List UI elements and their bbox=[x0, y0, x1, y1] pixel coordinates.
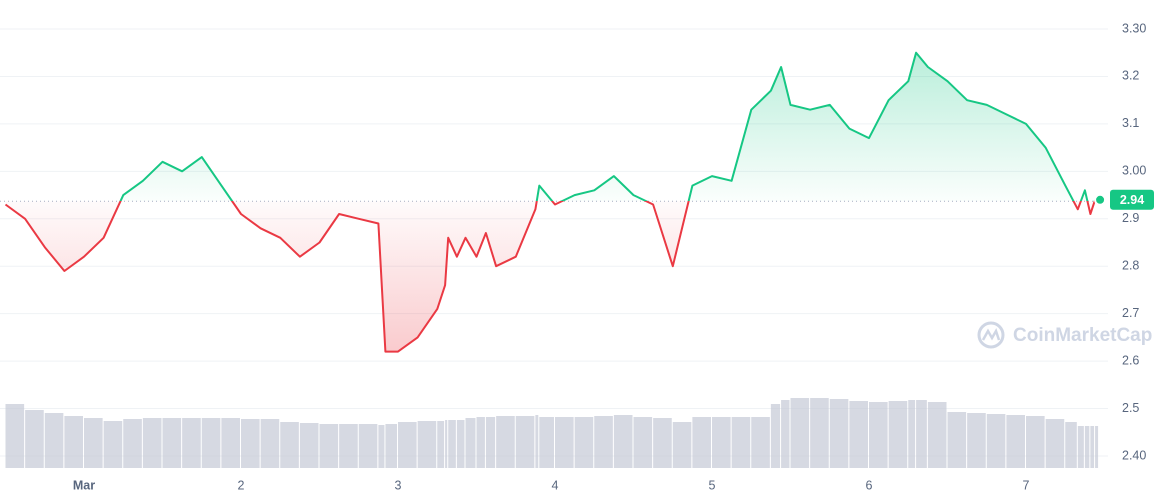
volume-bar bbox=[947, 412, 967, 468]
y-tick-label: 2.5 bbox=[1122, 401, 1139, 415]
volume-bar bbox=[123, 419, 142, 468]
volume-bar bbox=[142, 418, 162, 468]
volume-bar bbox=[927, 402, 947, 468]
volume-bar bbox=[280, 422, 299, 468]
volume-bar bbox=[378, 425, 385, 468]
x-tick-label: Mar bbox=[73, 478, 95, 492]
volume-bar bbox=[398, 422, 417, 468]
y-tick-label: 2.9 bbox=[1122, 211, 1139, 225]
volume-bar bbox=[496, 416, 515, 468]
volume-bar bbox=[456, 420, 465, 468]
volume-bar bbox=[908, 400, 916, 468]
volume-bar bbox=[1026, 416, 1045, 468]
x-tick-label: 7 bbox=[1023, 478, 1030, 492]
y-tick-label: 3.2 bbox=[1122, 69, 1139, 83]
volume-bar bbox=[594, 416, 613, 468]
volume-bar bbox=[1090, 426, 1095, 468]
x-tick-label: 2 bbox=[238, 478, 245, 492]
volume-bar bbox=[712, 417, 731, 468]
volume-bar bbox=[731, 417, 751, 468]
volume-bar bbox=[44, 413, 64, 468]
volume-bar bbox=[25, 410, 44, 468]
volume-bar bbox=[916, 400, 927, 468]
volume-bar bbox=[1084, 426, 1090, 468]
y-tick-label: 2.7 bbox=[1122, 306, 1139, 320]
volume-bar bbox=[633, 417, 653, 468]
x-tick-label: 5 bbox=[709, 478, 716, 492]
volume-bar bbox=[103, 421, 123, 468]
volume-bar bbox=[869, 402, 888, 468]
volume-bar bbox=[485, 417, 496, 468]
volume-bar bbox=[476, 417, 485, 468]
volume-bar bbox=[515, 416, 535, 468]
volume-bar bbox=[555, 417, 574, 468]
watermark: CoinMarketCap bbox=[977, 321, 1152, 349]
volume-bar bbox=[829, 399, 849, 468]
volume-bar bbox=[417, 421, 437, 468]
last-price-box bbox=[1110, 189, 1154, 210]
price-line bbox=[4, 51, 1097, 353]
volume-bar bbox=[260, 419, 280, 468]
x-tick-label: 6 bbox=[866, 478, 873, 492]
volume-bar bbox=[465, 418, 476, 468]
y-tick-label: 2.6 bbox=[1122, 353, 1139, 367]
volume-bar bbox=[445, 420, 448, 468]
volume-bar bbox=[241, 419, 260, 468]
volume-bar bbox=[672, 422, 692, 468]
volume-bar bbox=[299, 423, 319, 468]
y-tick-label: 2.8 bbox=[1122, 259, 1139, 273]
watermark-logo-mark bbox=[981, 327, 1001, 341]
volume-bar bbox=[201, 418, 221, 468]
volume-bar bbox=[1045, 419, 1065, 468]
volume-bar bbox=[5, 404, 25, 468]
volume-bar bbox=[182, 418, 201, 468]
y-tick-label: 3.00 bbox=[1122, 164, 1146, 178]
volume-bar bbox=[448, 420, 456, 468]
volume-bar bbox=[539, 417, 554, 468]
volume-bar bbox=[319, 424, 339, 468]
volume-bar bbox=[770, 404, 781, 468]
watermark-logo bbox=[977, 321, 1005, 349]
volume-bar bbox=[1065, 422, 1077, 468]
price-area bbox=[5, 52, 1096, 352]
volume-bar bbox=[162, 418, 182, 468]
volume-bar bbox=[1077, 426, 1084, 468]
volume-bar bbox=[810, 398, 829, 468]
volume-bar bbox=[535, 415, 539, 468]
volume-bar bbox=[339, 424, 358, 468]
volume-bar bbox=[751, 417, 770, 468]
volume-bar bbox=[574, 417, 594, 468]
volume-bar bbox=[613, 415, 633, 468]
x-tick-label: 3 bbox=[395, 478, 402, 492]
x-tick-label: 4 bbox=[552, 478, 559, 492]
volume-bar bbox=[437, 421, 445, 468]
volume-bar bbox=[1006, 415, 1025, 468]
volume-bar bbox=[385, 424, 397, 468]
y-tick-label: 2.40 bbox=[1122, 448, 1146, 462]
volume-bar bbox=[358, 424, 378, 468]
y-tick-label: 3.1 bbox=[1122, 116, 1139, 130]
volume-bar bbox=[986, 414, 1006, 468]
volume-bar bbox=[967, 413, 986, 468]
volume-bars bbox=[5, 398, 1099, 468]
volume-bar bbox=[692, 417, 711, 468]
last-price-dot bbox=[1094, 193, 1107, 206]
volume-bar bbox=[84, 418, 103, 468]
volume-bar bbox=[888, 401, 908, 468]
volume-bar bbox=[790, 398, 810, 468]
volume-bar bbox=[64, 416, 83, 468]
volume-bar bbox=[221, 418, 240, 468]
volume-bar bbox=[1095, 426, 1099, 468]
volume-bar bbox=[849, 401, 868, 468]
volume-bar bbox=[781, 400, 790, 468]
watermark-text: CoinMarketCap bbox=[1013, 325, 1152, 346]
plot bbox=[0, 51, 1108, 353]
volume-bar bbox=[653, 418, 672, 468]
last-price-label: 2.94 bbox=[1120, 193, 1144, 207]
y-tick-label: 3.30 bbox=[1122, 21, 1146, 35]
labels: 2.40 2.5 2.6 2.7 2.8 2.9 3.00 3.1 3.2 3.30 Mar 2 3 4 5… bbox=[73, 21, 1154, 492]
